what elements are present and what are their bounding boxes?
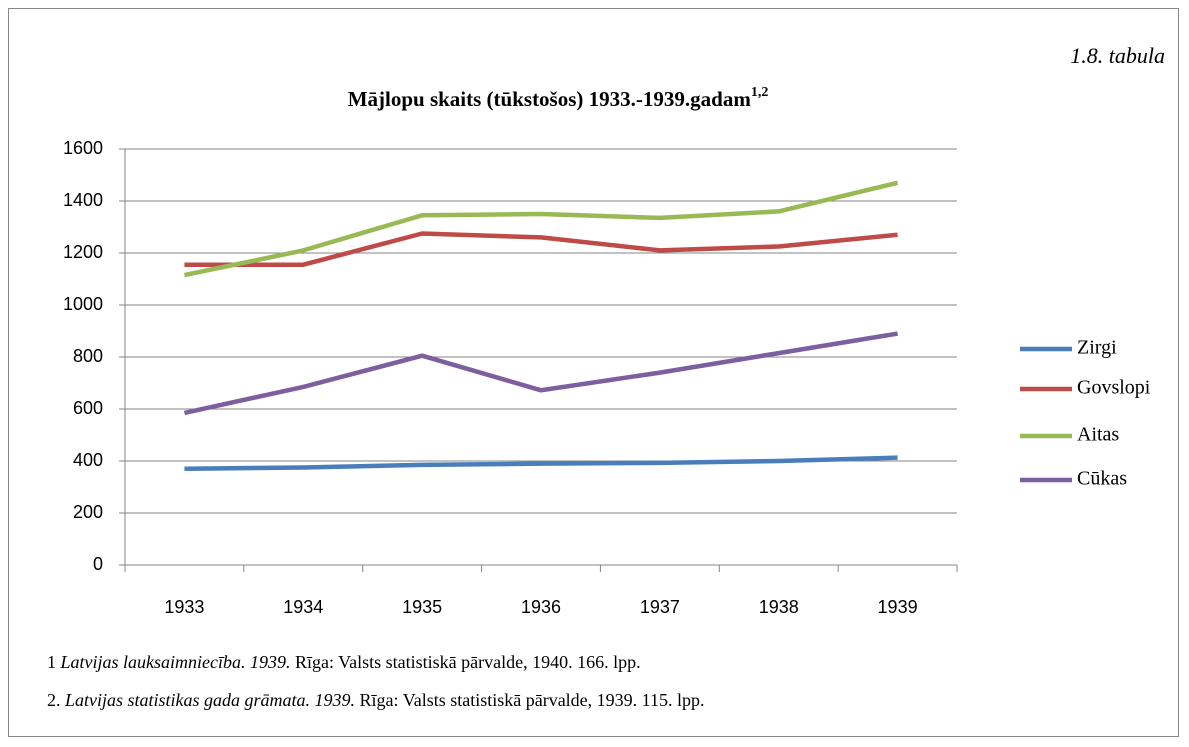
y-tick-label: 1200 xyxy=(63,242,103,262)
y-tick-label: 1600 xyxy=(63,138,103,158)
legend-label: Cūkas xyxy=(1077,468,1127,490)
series-line xyxy=(184,455,898,472)
series-line xyxy=(183,180,899,278)
x-tick-label: 1933 xyxy=(164,597,204,617)
y-tick-label: 800 xyxy=(73,346,103,366)
y-tick-label: 1400 xyxy=(63,190,103,210)
footnote-details: Rīga: Valsts statistiskā pārvalde, 1939.… xyxy=(359,690,705,710)
chart-title: Mājlopu skaits (tūkstošos) 1933.-1939.ga… xyxy=(348,85,769,111)
x-tick-label: 1935 xyxy=(402,597,442,617)
legend-label: Aitas xyxy=(1077,424,1119,446)
y-tick-label: 400 xyxy=(73,450,103,470)
legend-label: Govslopi xyxy=(1077,377,1151,399)
series-line xyxy=(183,331,898,416)
footnote-marker: 1 xyxy=(47,652,56,672)
title-text: Mājlopu skaits (tūkstošos) 1933.-1939.ga… xyxy=(348,87,752,111)
y-tick-label: 200 xyxy=(73,502,103,522)
series-line xyxy=(184,231,898,267)
footnote: 1 Latvijas lauksaimniecība. 1939. Rīga: … xyxy=(47,652,641,673)
y-tick-label: 1000 xyxy=(63,294,103,314)
x-tick-label: 1939 xyxy=(878,597,918,617)
footnote-details: Rīga: Valsts statistiskā pārvalde, 1940.… xyxy=(294,652,641,672)
footnote-marker: 2. xyxy=(47,690,61,710)
legend-label: Zirgi xyxy=(1077,337,1117,359)
table-label: 1.8. tabula xyxy=(1070,43,1165,68)
x-tick-label: 1938 xyxy=(759,597,799,617)
frame xyxy=(8,8,1179,737)
x-tick-label: 1937 xyxy=(640,597,680,617)
x-tick-label: 1934 xyxy=(283,597,323,617)
x-tick-label: 1936 xyxy=(521,597,561,617)
y-tick-label: 0 xyxy=(93,554,103,574)
y-tick-label: 600 xyxy=(73,398,103,418)
title-note: 1,2 xyxy=(751,85,769,100)
footnote-source: Latvijas lauksaimniecība. 1939. xyxy=(60,652,291,672)
footnote-source: Latvijas statistikas gada grāmata. 1939. xyxy=(65,690,356,710)
footnote: 2. Latvijas statistikas gada grāmata. 19… xyxy=(47,690,705,711)
